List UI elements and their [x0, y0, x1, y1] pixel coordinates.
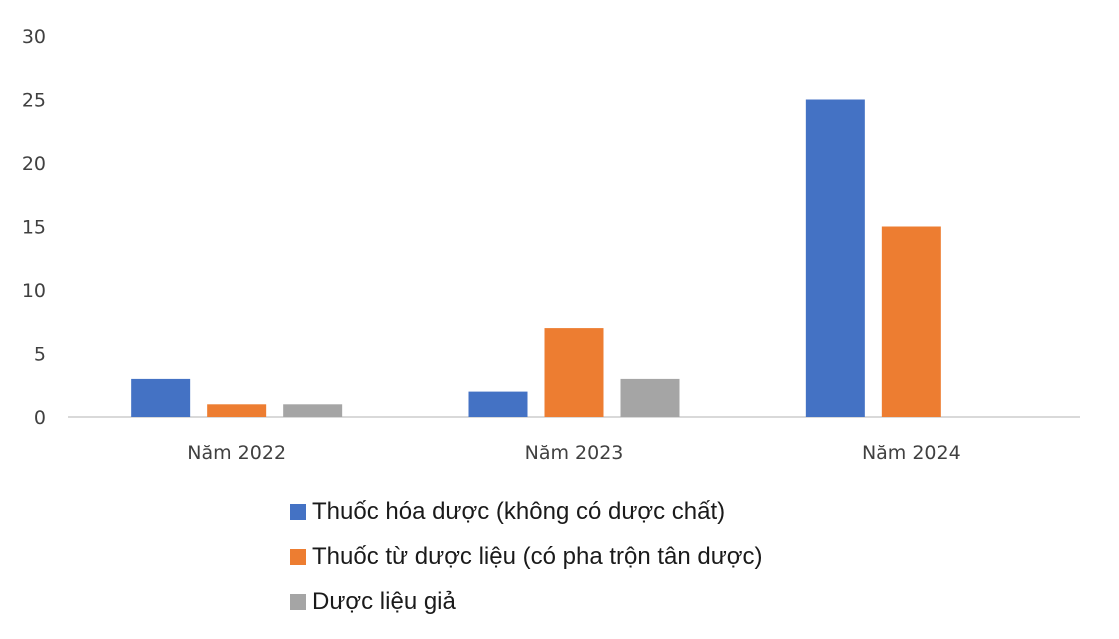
legend-label: Thuốc hóa dược (không có dược chất) [312, 497, 726, 525]
legend-item-series-2: Thuốc từ dược liệu (có pha trộn tân dược… [290, 538, 763, 575]
legend: Thuốc hóa dược (không có dược chất) Thuố… [290, 493, 763, 628]
x-category-label: Năm 2024 [862, 442, 961, 464]
legend-label: Dược liệu giả [312, 587, 456, 615]
y-tick-label: 0 [34, 407, 46, 429]
legend-swatch [290, 593, 306, 610]
x-category-label: Năm 2023 [525, 442, 624, 464]
bar-năm-2022-series-1 [131, 378, 191, 417]
x-axis-categories: Năm 2022 Năm 2023 Năm 2024 [187, 442, 960, 464]
legend-item-series-1: Thuốc hóa dược (không có dược chất) [290, 493, 763, 530]
y-tick-label: 10 [22, 280, 46, 302]
legend-swatch [290, 548, 306, 565]
bar-năm-2023-series-3 [620, 378, 680, 417]
y-tick-label: 15 [22, 217, 46, 239]
bar-năm-2023-series-1 [468, 391, 528, 417]
y-axis-ticks: 0 5 10 15 20 25 30 [22, 26, 46, 429]
y-tick-label: 20 [22, 153, 46, 175]
bar-năm-2022-series-3 [283, 404, 343, 417]
bar-năm-2024-series-2 [881, 226, 941, 417]
bar-chart: 0 5 10 15 20 25 30 Năm 2022 Năm 2023 Năm 2024 [22, 26, 1080, 464]
bars [131, 99, 941, 417]
bar-năm-2024-series-1 [805, 99, 865, 417]
bar-năm-2023-series-2 [544, 328, 604, 417]
legend-label: Thuốc từ dược liệu (có pha trộn tân dược… [312, 542, 763, 570]
x-category-label: Năm 2022 [187, 442, 286, 464]
y-tick-label: 5 [34, 344, 46, 366]
legend-swatch [290, 503, 306, 520]
legend-item-series-3: Dược liệu giả [290, 583, 763, 620]
y-tick-label: 30 [22, 26, 46, 48]
y-tick-label: 25 [22, 90, 46, 112]
bar-năm-2022-series-2 [207, 404, 267, 417]
